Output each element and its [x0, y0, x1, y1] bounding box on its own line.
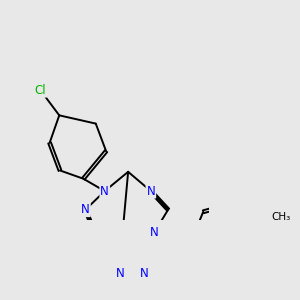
Text: N: N — [140, 267, 148, 280]
Text: CH₃: CH₃ — [272, 212, 291, 222]
Text: N: N — [81, 203, 90, 216]
Text: Cl: Cl — [35, 84, 46, 97]
Text: N: N — [150, 226, 159, 239]
Text: N: N — [100, 184, 109, 198]
Text: N: N — [146, 184, 155, 198]
Text: N: N — [116, 267, 124, 280]
